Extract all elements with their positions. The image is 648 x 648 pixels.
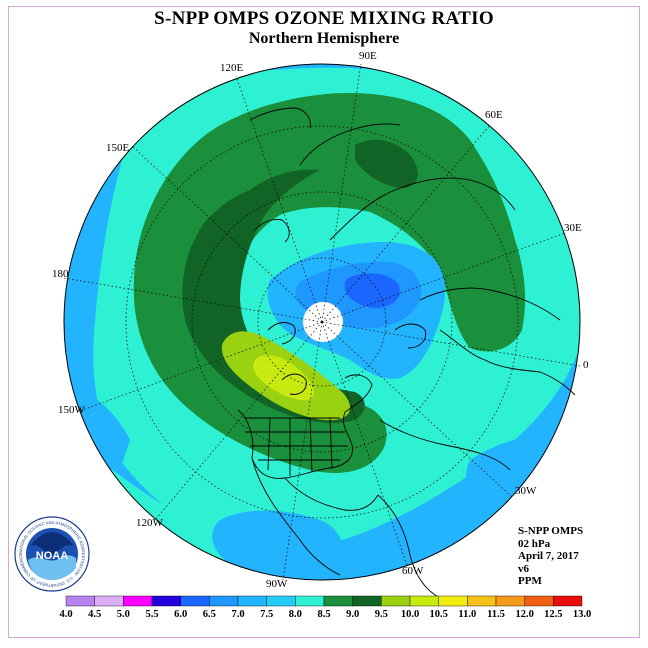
contour-10-0	[253, 355, 314, 401]
lon-label-150w: 150W	[58, 404, 85, 416]
colorbar-tick-label: 13.0	[573, 609, 591, 620]
info-date: April 7, 2017	[518, 550, 579, 562]
colorbar-tick-label: 10.0	[401, 609, 419, 620]
colorbar-tick-label: 6.0	[174, 609, 187, 620]
info-pressure: 02 hPa	[518, 537, 551, 550]
colorbar-tick-label: 12.5	[544, 609, 562, 620]
colorbar-swatch	[381, 595, 411, 607]
noaa-logo-text: NOAA	[36, 550, 68, 562]
colorbar-swatch	[151, 595, 181, 607]
colorbar-tick-label: 4.0	[59, 609, 72, 620]
colorbar-swatch	[553, 595, 583, 607]
info-block: S-NPP OMPS 02 hPa April 7, 2017 v6 PPM	[518, 525, 583, 588]
colorbar-tick-label: 8.0	[289, 609, 302, 620]
lon-label-30e: 30E	[564, 222, 582, 234]
lon-label-120w: 120W	[136, 517, 163, 529]
map-border	[63, 63, 581, 581]
colorbar-swatch	[352, 595, 382, 607]
colorbar-swatch	[237, 595, 267, 607]
colorbar-swatch	[323, 595, 353, 607]
coastlines	[237, 107, 576, 599]
graticule	[63, 63, 581, 581]
colorbar-swatch	[94, 595, 124, 607]
lon-label-90w: 90W	[266, 578, 288, 590]
lon-label-0: 0	[583, 359, 589, 371]
colorbar-tick-label: 6.5	[203, 609, 216, 620]
colorbar-tick-label: 5.5	[145, 609, 158, 620]
lon-label-60e: 60E	[485, 109, 503, 121]
colorbar-swatch	[266, 595, 296, 607]
info-version: v6	[518, 562, 529, 575]
colorbar-tick-label: 10.5	[429, 609, 447, 620]
colorbar-tick-label: 5.0	[117, 609, 130, 620]
lon-label-180: 180	[52, 268, 69, 280]
colorbar-swatch	[123, 595, 153, 607]
lon-label-150e: 150E	[106, 142, 130, 154]
colorbar-swatch	[495, 595, 525, 607]
colorbar-tick-label: 12.0	[515, 609, 533, 620]
colorbar-swatch	[180, 595, 210, 607]
colorbar-swatch	[524, 595, 554, 607]
colorbar-tick-label: 8.5	[317, 609, 330, 620]
colorbar-tick-label: 9.0	[346, 609, 359, 620]
info-instrument: S-NPP OMPS	[518, 525, 584, 537]
colorbar-tick-label: 9.5	[375, 609, 388, 620]
lon-label-90e: 90E	[359, 50, 377, 62]
colorbar-swatch	[295, 595, 325, 607]
figure-subtitle: Northern Hemisphere	[248, 30, 400, 47]
lon-label-30w: 30W	[515, 485, 537, 497]
colorbar-swatch	[65, 595, 95, 607]
colorbar-tick-label: 7.5	[260, 609, 273, 620]
colorbar-tick-label: 11.5	[487, 609, 505, 620]
figure-title: S-NPP OMPS OZONE MIXING RATIO	[154, 8, 494, 29]
lon-label-120e: 120E	[220, 62, 244, 74]
colorbar-tick-label: 11.0	[458, 609, 476, 620]
figure-frame	[8, 6, 640, 638]
colorbar-tick-label: 4.5	[88, 609, 101, 620]
lon-label-60w: 60W	[402, 565, 424, 577]
colorbar-swatch	[209, 595, 239, 607]
colorbar-swatch	[438, 595, 468, 607]
colorbar-swatch	[409, 595, 439, 607]
colorbar-swatch	[467, 595, 497, 607]
contour-7-0-patch-south	[212, 510, 343, 579]
noaa-logo: NOAA NATIONAL OCEANIC AND ATMOSPHERIC AD…	[14, 516, 90, 592]
contour-5-5	[344, 273, 400, 308]
colorbar-tick-label: 7.0	[231, 609, 244, 620]
info-units: PPM	[518, 575, 542, 587]
